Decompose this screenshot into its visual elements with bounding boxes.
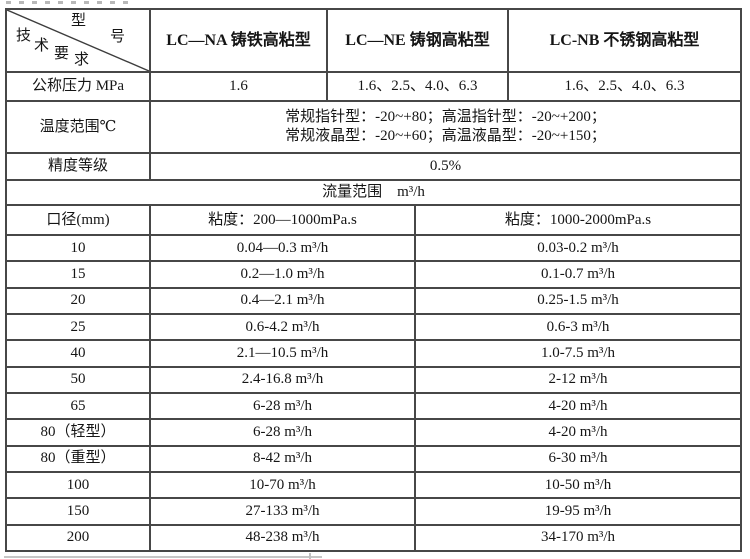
flow-low-viscosity-cell: 6-28 m³/h bbox=[151, 394, 414, 419]
diameter-cell: 20 bbox=[7, 288, 149, 313]
flow-low-viscosity-cell: 48-238 m³/h bbox=[151, 525, 414, 550]
flow-high-viscosity-cell: 34-170 m³/h bbox=[416, 525, 740, 550]
cropped-text-remnant-top bbox=[6, 1, 136, 4]
flow-low-viscosity-cell: 0.2—1.0 m³/h bbox=[151, 262, 414, 287]
model-header-lc-ne: LC—NE 铸钢高粘型 bbox=[328, 10, 507, 71]
flow-high-viscosity-cell: 0.6-3 m³/h bbox=[416, 315, 740, 340]
flow-low-viscosity-cell: 8-42 m³/h bbox=[151, 446, 414, 471]
diameter-cell: 100 bbox=[7, 473, 149, 498]
flow-low-viscosity-cell: 0.04—0.3 m³/h bbox=[151, 236, 414, 261]
accuracy-value: 0.5% bbox=[151, 154, 740, 179]
diameter-cell: 40 bbox=[7, 341, 149, 366]
flow-low-viscosity-cell: 2.1—10.5 m³/h bbox=[151, 341, 414, 366]
cropped-line-remnant-bottom bbox=[4, 556, 322, 558]
viscosity-header-high: 粘度：1000-2000mPa.s bbox=[416, 206, 740, 234]
accuracy-label: 精度等级 bbox=[7, 154, 149, 179]
corner-requirement-char: 求 bbox=[74, 52, 90, 68]
flow-low-viscosity-cell: 27-133 m³/h bbox=[151, 499, 414, 524]
corner-requirement-char: 要 bbox=[54, 46, 70, 62]
cropped-line-remnant-tick bbox=[309, 553, 311, 559]
temperature-label: 温度范围℃ bbox=[7, 102, 149, 152]
diameter-header-label: 口径(mm) bbox=[7, 206, 149, 234]
flow-high-viscosity-cell: 10-50 m³/h bbox=[416, 473, 740, 498]
corner-requirement-char: 术 bbox=[34, 38, 50, 54]
model-header-lc-na: LC—NA 铸铁高粘型 bbox=[151, 10, 326, 71]
temperature-line-pointer: 常规指针型：-20~+80；高温指针型：-20~+200； bbox=[285, 109, 606, 126]
flow-high-viscosity-cell: 4-20 m³/h bbox=[416, 394, 740, 419]
pressure-value-ne: 1.6、2.5、4.0、6.3 bbox=[328, 73, 507, 100]
flow-high-viscosity-cell: 0.1-0.7 m³/h bbox=[416, 262, 740, 287]
diagonal-divider-line bbox=[7, 10, 149, 71]
flow-high-viscosity-cell: 4-20 m³/h bbox=[416, 420, 740, 445]
diameter-cell: 80（轻型） bbox=[7, 420, 149, 445]
flow-low-viscosity-cell: 0.4—2.1 m³/h bbox=[151, 288, 414, 313]
corner-requirement-char: 技 bbox=[16, 28, 32, 44]
diameter-cell: 65 bbox=[7, 394, 149, 419]
flow-high-viscosity-cell: 6-30 m³/h bbox=[416, 446, 740, 471]
diameter-cell: 15 bbox=[7, 262, 149, 287]
diameter-cell: 150 bbox=[7, 499, 149, 524]
flow-high-viscosity-cell: 1.0-7.5 m³/h bbox=[416, 341, 740, 366]
flow-range-band: 流量范围 m³/h bbox=[7, 181, 740, 204]
diameter-cell: 50 bbox=[7, 367, 149, 392]
viscosity-header-low: 粘度：200—1000mPa.s bbox=[151, 206, 414, 234]
flow-low-viscosity-cell: 10-70 m³/h bbox=[151, 473, 414, 498]
model-header-lc-nb: LC-NB 不锈钢高粘型 bbox=[509, 10, 740, 71]
corner-model-char: 号 bbox=[110, 29, 126, 45]
diameter-cell: 25 bbox=[7, 315, 149, 340]
flow-high-viscosity-cell: 19-95 m³/h bbox=[416, 499, 740, 524]
corner-model-char: 型 bbox=[71, 13, 87, 29]
flow-low-viscosity-cell: 2.4-16.8 m³/h bbox=[151, 367, 414, 392]
diameter-cell: 80（重型） bbox=[7, 446, 149, 471]
temperature-line-lcd: 常规液晶型：-20~+60；高温液晶型：-20~+150； bbox=[285, 128, 606, 144]
diameter-cell: 10 bbox=[7, 236, 149, 261]
temperature-value-cell: 常规指针型：-20~+80；高温指针型：-20~+200； 常规液晶型：-20~… bbox=[151, 102, 740, 152]
diameter-cell: 200 bbox=[7, 525, 149, 550]
flow-high-viscosity-cell: 0.03-0.2 m³/h bbox=[416, 236, 740, 261]
pressure-label: 公称压力 MPa bbox=[7, 73, 149, 100]
flow-high-viscosity-cell: 0.25-1.5 m³/h bbox=[416, 288, 740, 313]
spec-table: 型 号 技 术 要 求 LC—NA 铸铁高粘型 LC—NE 铸钢高粘型 LC-N… bbox=[5, 8, 742, 552]
flow-low-viscosity-cell: 6-28 m³/h bbox=[151, 420, 414, 445]
pressure-value-nb: 1.6、2.5、4.0、6.3 bbox=[509, 73, 740, 100]
flow-high-viscosity-cell: 2-12 m³/h bbox=[416, 367, 740, 392]
corner-header-cell: 型 号 技 术 要 求 bbox=[7, 10, 149, 71]
pressure-value-na: 1.6 bbox=[151, 73, 326, 100]
flow-low-viscosity-cell: 0.6-4.2 m³/h bbox=[151, 315, 414, 340]
